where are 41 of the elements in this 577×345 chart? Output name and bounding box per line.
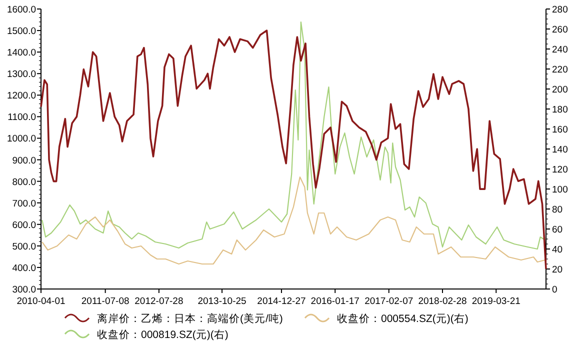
y-tick-label: 1000.0 [6,134,36,145]
y-tick-label: 1100.0 [8,112,36,124]
x-tick-label: 2011-07-08 [81,296,130,307]
y-tick-label: 1200.0 [6,90,36,102]
y2-tick-label: 120 [552,164,568,176]
y2-tick-label: 0 [552,284,558,296]
x-tick-label: 2017-02-07 [364,296,414,307]
legend-label: 收盘价：000554.SZ(元)(右) [337,313,468,325]
y-tick-label: 700.0 [12,198,36,210]
legend-label: 收盘价：000819.SZ(元)(右) [97,329,228,341]
y-tick-label: 300.0 [12,284,36,296]
y-tick-label: 900.0 [12,155,36,166]
x-tick-label: 2019-03-21 [472,296,520,307]
y2-tick-label: 260 [552,24,568,36]
y2-tick-label: 100 [552,184,568,196]
y-tick-label: 800.0 [12,176,36,188]
x-tick-label: 2013-10-25 [198,296,246,307]
y2-tick-label: 280 [552,4,568,16]
y-tick-label: 500.0 [12,241,36,252]
y-tick-label: 1600.0 [6,4,36,16]
y2-tick-label: 220 [552,64,568,76]
y2-tick-label: 200 [552,84,568,96]
y2-tick-label: 60 [552,224,563,236]
y-tick-label: 400.0 [12,262,36,274]
y2-tick-label: 80 [552,204,563,216]
y-tick-label: 1300.0 [6,69,36,80]
y2-tick-label: 40 [552,244,563,256]
y-tick-label: 1400.0 [6,48,36,59]
x-tick-label: 2014-12-27 [257,296,306,307]
y-tick-label: 1500.0 [6,26,36,38]
x-tick-label: 2018-02-28 [418,296,467,307]
x-tick-label: 2012-07-28 [134,296,184,307]
x-tick-label: 2016-01-17 [310,296,360,307]
y2-tick-label: 160 [552,124,568,136]
y2-tick-label: 240 [552,44,568,56]
y2-tick-label: 140 [552,144,568,156]
y2-tick-label: 20 [552,264,563,276]
legend-label: 离岸价：乙烯：日本：高端价(美元/吨) [97,312,283,325]
x-tick-label: 2010-04-01 [16,296,66,307]
y2-tick-label: 180 [552,104,568,116]
y-tick-label: 600.0 [12,220,36,231]
